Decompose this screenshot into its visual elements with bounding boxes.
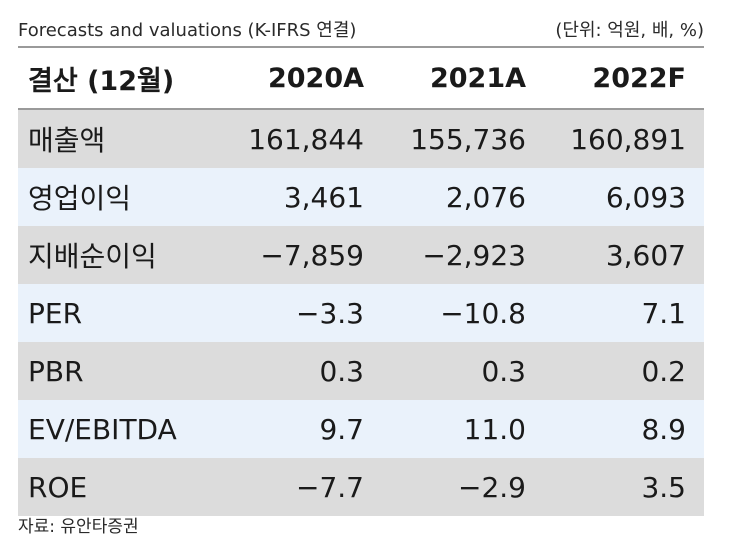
source-note: 자료: 유안타증권 <box>18 517 139 537</box>
cell-value: −2.9 <box>382 458 544 516</box>
table-row: PER −3.3 −10.8 7.1 <box>18 284 704 342</box>
cell-value: 0.3 <box>230 342 382 400</box>
table-row: 매출액 161,844 155,736 160,891 <box>18 109 704 168</box>
cell-value: 3,461 <box>230 168 382 226</box>
unit-note: (단위: 억원, 배, %) <box>555 20 704 41</box>
table-title: Forecasts and valuations (K-IFRS 연결) <box>18 20 357 41</box>
row-label: 매출액 <box>18 109 230 168</box>
cell-value: −2,923 <box>382 226 544 284</box>
row-label: PBR <box>18 342 230 400</box>
cell-value: 161,844 <box>230 109 382 168</box>
table-row: ROE −7.7 −2.9 3.5 <box>18 458 704 516</box>
cell-value: 11.0 <box>382 400 544 458</box>
cell-value: 155,736 <box>382 109 544 168</box>
table-row: 지배순이익 −7,859 −2,923 3,607 <box>18 226 704 284</box>
cell-value: 160,891 <box>544 109 704 168</box>
table-row: EV/EBITDA 9.7 11.0 8.9 <box>18 400 704 458</box>
header-row: 결산 (12월) 2020A 2021A 2022F <box>18 48 704 110</box>
row-label: 지배순이익 <box>18 226 230 284</box>
cell-value: 3.5 <box>544 458 704 516</box>
cell-value: −3.3 <box>230 284 382 342</box>
cell-value: −7,859 <box>230 226 382 284</box>
cell-value: 8.9 <box>544 400 704 458</box>
cell-value: 3,607 <box>544 226 704 284</box>
financial-table: 결산 (12월) 2020A 2021A 2022F 매출액 161,844 1… <box>18 48 704 516</box>
table-row: PBR 0.3 0.3 0.2 <box>18 342 704 400</box>
row-label: PER <box>18 284 230 342</box>
cell-value: −7.7 <box>230 458 382 516</box>
column-header-2021a: 2021A <box>382 48 544 110</box>
column-header-period: 결산 (12월) <box>18 48 230 110</box>
cell-value: 9.7 <box>230 400 382 458</box>
table-row: 영업이익 3,461 2,076 6,093 <box>18 168 704 226</box>
cell-value: 0.3 <box>382 342 544 400</box>
cell-value: 0.2 <box>544 342 704 400</box>
cell-value: 6,093 <box>544 168 704 226</box>
column-header-2020a: 2020A <box>230 48 382 110</box>
column-header-2022f: 2022F <box>544 48 704 110</box>
row-label: ROE <box>18 458 230 516</box>
row-label: 영업이익 <box>18 168 230 226</box>
cell-value: 2,076 <box>382 168 544 226</box>
table-title-bar: Forecasts and valuations (K-IFRS 연결) (단위… <box>18 10 704 48</box>
cell-value: 7.1 <box>544 284 704 342</box>
row-label: EV/EBITDA <box>18 400 230 458</box>
cell-value: −10.8 <box>382 284 544 342</box>
